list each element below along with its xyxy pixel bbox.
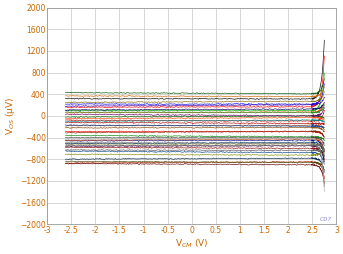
X-axis label: V$_{CM}$ (V): V$_{CM}$ (V) <box>175 237 209 250</box>
Text: C07: C07 <box>320 217 332 222</box>
Y-axis label: V$_{OS}$ (μV): V$_{OS}$ (μV) <box>4 97 17 135</box>
